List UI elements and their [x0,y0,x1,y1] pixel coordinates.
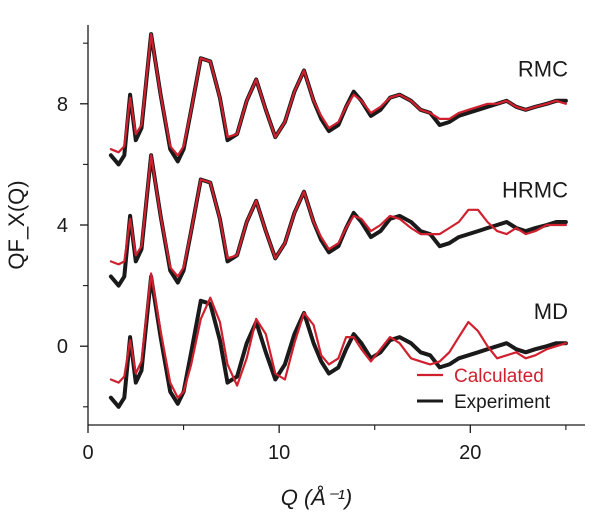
y-tick-label: 4 [57,215,68,237]
series-hrmc-experiment [108,153,568,288]
panel-label-rmc: RMC [518,57,568,82]
x-tick-label: 10 [268,442,290,464]
x-tick-label: 0 [82,442,93,464]
y-axis-title: QF_X(Q) [4,180,29,269]
x-tick-label: 20 [459,442,481,464]
y-tick-label: 8 [57,94,68,116]
panel-label-hrmc: HRMC [502,178,568,203]
legend-label-calculated: Calculated [454,366,544,387]
axes: 0 10 20 0 4 8 Q (Å⁻¹) QF_X(Q) [4,25,585,510]
x-axis-title: Q (Å⁻¹) [281,485,353,510]
plot-area [108,32,568,409]
series-rmc-experiment [108,32,568,167]
y-tick-label: 0 [57,336,68,358]
series-md-calculated [109,272,567,399]
legend-label-experiment: Experiment [454,392,551,413]
series-md-experiment [108,274,568,409]
panel-labels: RMC HRMC MD [502,57,568,324]
series-rmc-calculated [109,33,567,157]
panel-label-md: MD [534,299,568,324]
series-hrmc-calculated [109,154,567,278]
legend: Calculated Experiment [417,366,551,413]
